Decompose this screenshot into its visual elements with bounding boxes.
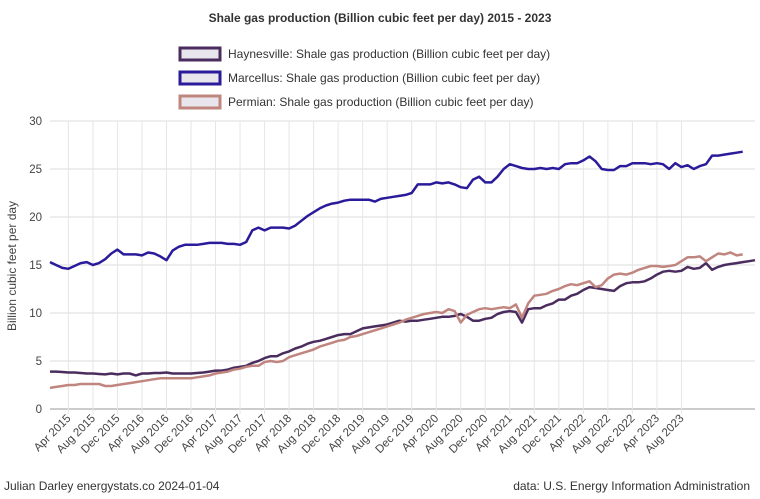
series-line-1[interactable] bbox=[49, 150, 743, 271]
series-line-2[interactable] bbox=[49, 251, 743, 390]
footer-source: data: U.S. Energy Information Administra… bbox=[513, 479, 750, 493]
y-axis: 0 5 10 15 20 25 30 bbox=[29, 116, 42, 416]
y-tick-label: 10 bbox=[29, 308, 42, 320]
chart-title: Shale gas production (Billion cubic feet… bbox=[209, 11, 552, 25]
legend-entry[interactable]: Haynesville: Shale gas production (Billi… bbox=[228, 47, 550, 61]
y-tick-label: 25 bbox=[29, 164, 42, 176]
series-lines bbox=[49, 150, 756, 390]
footer-credit: Julian Darley energystats.co 2024-01-04 bbox=[4, 479, 220, 493]
legend-entry[interactable]: Permian: Shale gas production (Billion c… bbox=[228, 95, 534, 109]
y-tick-label: 20 bbox=[29, 212, 42, 224]
legend: Haynesville: Shale gas production (Billi… bbox=[178, 46, 550, 110]
series-line-0[interactable] bbox=[50, 258, 756, 377]
y-tick-label: 30 bbox=[29, 116, 42, 128]
y-tick-label: 5 bbox=[36, 356, 42, 368]
legend-swatch bbox=[178, 70, 222, 86]
legend-swatch bbox=[178, 46, 222, 62]
gridlines bbox=[50, 120, 755, 414]
y-tick-label: 0 bbox=[36, 404, 42, 416]
y-tick-label: 15 bbox=[29, 260, 42, 272]
y-axis-label: Billion cubic feet per day bbox=[5, 201, 19, 331]
legend-swatch bbox=[178, 94, 222, 110]
legend-entry[interactable]: Marcellus: Shale gas production (Billion… bbox=[228, 71, 540, 85]
